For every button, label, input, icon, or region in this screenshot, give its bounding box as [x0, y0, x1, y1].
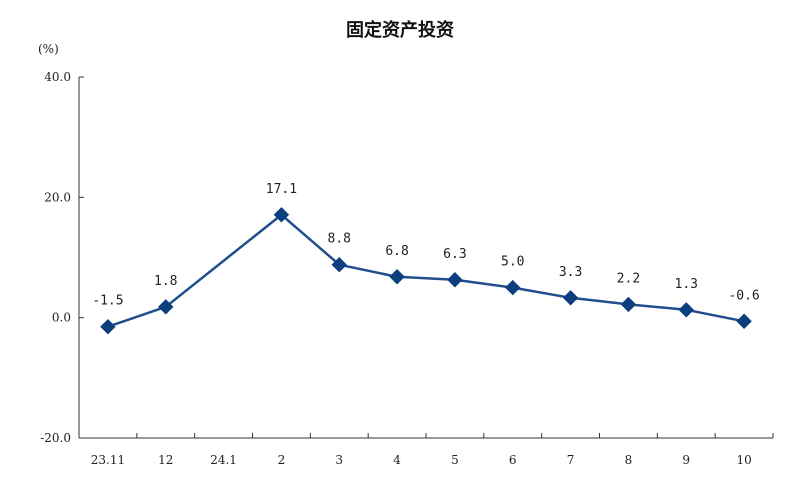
y-tick-label: -20.0 [40, 431, 71, 445]
x-tick-label: 5 [451, 453, 459, 467]
x-tick-label: 9 [682, 453, 690, 467]
x-tick-label: 2 [278, 453, 286, 467]
data-point-marker [100, 318, 116, 335]
series-line [107, 213, 745, 328]
y-axis-unit-label: (%) [38, 42, 59, 56]
data-point-marker [562, 290, 579, 306]
data-label: 17.1 [266, 182, 297, 197]
data-label: -0.6 [728, 288, 759, 303]
data-label: 3.3 [559, 265, 582, 280]
data-label: 2.2 [617, 271, 640, 286]
x-tick-label: 10 [736, 453, 751, 467]
data-label: 1.3 [675, 277, 698, 292]
x-tick-label: 7 [567, 453, 575, 467]
x-tick-label: 4 [393, 453, 401, 467]
x-tick-label: 24.1 [210, 453, 237, 467]
series-layer [100, 207, 752, 335]
data-point-marker [620, 296, 637, 313]
y-tick-label: 20.0 [44, 190, 71, 204]
data-label: -1.5 [92, 294, 123, 309]
x-tick-label: 23.11 [91, 453, 125, 467]
data-point-marker [678, 302, 694, 318]
data-label: 6.3 [443, 247, 466, 262]
x-tick-label: 3 [335, 453, 343, 467]
data-label: 5.0 [501, 255, 524, 270]
data-label: 1.8 [154, 274, 177, 289]
data-point-marker [736, 313, 752, 329]
data-point-marker [505, 279, 521, 296]
y-tick-label: 40.0 [44, 70, 71, 84]
x-tick-label: 12 [158, 453, 173, 467]
x-tick-label: 8 [625, 453, 633, 467]
data-point-marker [447, 272, 463, 288]
data-point-marker [273, 207, 290, 223]
data-label: 6.8 [385, 244, 408, 259]
data-label: 8.8 [328, 232, 351, 247]
data-point-marker [389, 269, 405, 285]
data-label-layer: -1.5 1.8 17.1 8.8 6.8 6.3 5.0 3.3 2.2 1.3 -0.6 [92, 182, 759, 309]
data-point-marker [331, 257, 347, 273]
chart-title: 固定资产投资 [346, 20, 454, 41]
y-tick-label: 0.0 [52, 311, 71, 325]
data-point-marker [158, 299, 174, 315]
axes: 40.0 20.0 0.0 -20.0 23.11 12 24.1 2 3 4 5 6 7 8 9 10 [40, 70, 774, 467]
x-tick-label: 6 [509, 453, 517, 467]
